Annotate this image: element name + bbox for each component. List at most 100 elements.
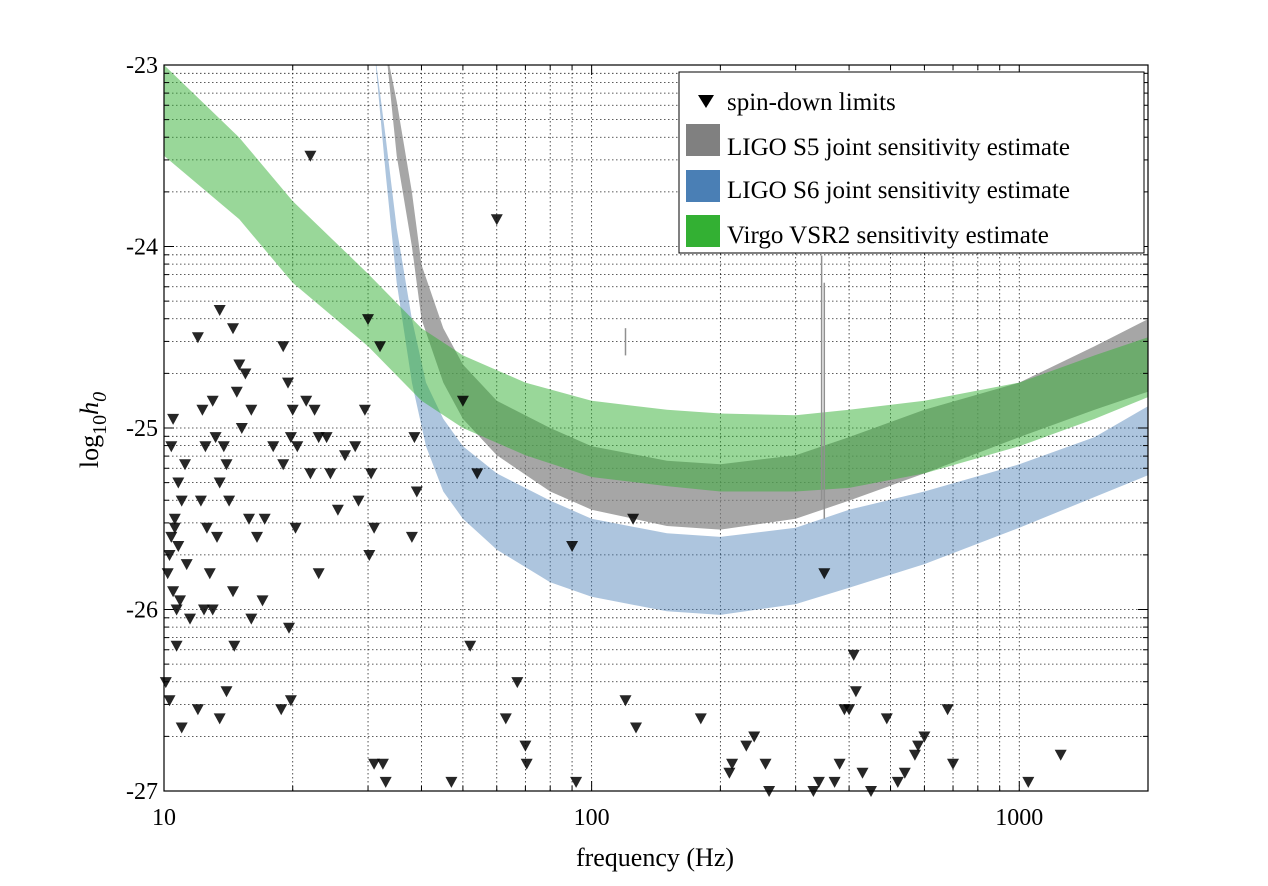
spin-down-point [464, 640, 477, 652]
spin-down-point [499, 713, 512, 725]
spin-down-point [165, 441, 178, 453]
spin-down-point [168, 522, 181, 534]
spin-down-point [740, 740, 753, 752]
spin-down-point [445, 776, 458, 788]
spin-down-point [289, 522, 302, 534]
spin-down-point [251, 531, 263, 543]
spin-down-point [843, 704, 856, 716]
spin-down-point [519, 740, 532, 752]
spin-down-point [275, 704, 288, 716]
y-tick-label: -25 [126, 416, 158, 442]
spin-down-point [175, 495, 188, 507]
spin-down-point [228, 640, 241, 652]
spin-down-point [200, 522, 213, 534]
spin-down-point [619, 695, 632, 707]
legend-item-vsr2: Virgo VSR2 sensitivity estimate [686, 215, 1049, 249]
spin-down-point [748, 731, 761, 743]
spin-down-point [828, 776, 841, 788]
spin-down-point [368, 758, 381, 770]
spin-down-point [243, 513, 255, 525]
y-axis-label-var: h [75, 402, 104, 415]
legend-label-spin-down: spin-down limits [727, 89, 896, 116]
spin-down-point [172, 477, 185, 489]
spin-down-point [898, 767, 911, 779]
spin-down-point [408, 432, 421, 444]
spin-down-point [362, 314, 374, 326]
spin-down-point [630, 722, 642, 734]
sensitivity-spikes [624, 255, 826, 519]
spin-down-point [283, 622, 295, 634]
spin-down-point [277, 341, 290, 353]
spin-down-point [627, 513, 640, 525]
spin-down-point [312, 568, 325, 580]
spin-down-point [209, 432, 222, 444]
spin-down-point [206, 395, 219, 407]
spin-down-point [167, 413, 180, 425]
spin-down-point [245, 404, 258, 416]
spin-down-point [941, 704, 954, 716]
spin-down-point [284, 432, 297, 444]
spin-down-point [199, 441, 212, 453]
y-axis-label-main: log [75, 435, 104, 468]
spin-down-point [168, 513, 181, 525]
x-axis-label: frequency (Hz) [576, 843, 734, 872]
spin-down-point [277, 459, 290, 471]
spin-down-point [163, 695, 176, 707]
spin-down-point [211, 531, 223, 543]
y-axis-label: log10h0 [75, 392, 111, 468]
spin-down-point [833, 758, 846, 770]
spin-down-point [358, 404, 371, 416]
spin-down-point [812, 776, 825, 788]
y-tick-label: -27 [126, 779, 158, 805]
spin-down-point [912, 740, 925, 752]
spin-down-point [165, 531, 178, 543]
y-tick-label: -26 [126, 598, 158, 624]
spin-down-point [194, 495, 207, 507]
spin-down-point [159, 677, 172, 689]
spin-down-point [170, 604, 183, 616]
spin-down-point [1022, 776, 1035, 788]
spin-down-point [256, 595, 269, 607]
axis-ticks: 10 100 1000 -23 -24 -25 -26 -27 [126, 53, 1149, 831]
spin-down-point [368, 522, 381, 534]
legend-label-vsr2: Virgo VSR2 sensitivity estimate [727, 222, 1049, 249]
spin-down-point [456, 395, 469, 407]
spin-down-point [198, 604, 210, 616]
spin-down-point [233, 359, 246, 371]
legend-label-s6: LIGO S6 joint sensitivity estimate [727, 177, 1070, 204]
spin-down-point [566, 541, 579, 552]
spin-down-point [363, 550, 376, 561]
spin-down-point [308, 404, 321, 416]
spin-down-point [227, 586, 239, 598]
spin-down-point [175, 722, 188, 734]
spin-down-point [167, 586, 180, 598]
spin-down-point [908, 749, 921, 761]
spin-down-point [282, 377, 294, 389]
spin-down-point [379, 776, 392, 788]
spin-down-point [213, 305, 226, 316]
spin-down-point [471, 468, 484, 480]
spin-down-point [1054, 749, 1067, 761]
y-axis-label-sub: 10 [89, 415, 111, 435]
spin-down-point [324, 468, 337, 480]
legend: spin-down limits LIGO S5 joint sensitivi… [678, 71, 1145, 254]
spin-down-point [286, 404, 299, 416]
legend-marker-triangle [698, 95, 714, 108]
spin-down-point [349, 441, 362, 453]
legend-box [678, 71, 1145, 254]
x-tick-label: 10 [152, 805, 176, 831]
spin-down-point [365, 468, 378, 480]
legend-item-s5: LIGO S5 joint sensitivity estimate [686, 124, 1070, 161]
spin-down-points [159, 150, 1067, 797]
spin-down-point [947, 758, 959, 770]
spin-down-point [410, 486, 423, 498]
spin-down-point [174, 595, 186, 607]
sensitivity-bands [164, 65, 1148, 615]
spin-down-point [374, 341, 386, 353]
spin-down-point [203, 568, 216, 580]
spin-down-point [267, 441, 280, 453]
spin-down-point [856, 767, 869, 779]
band-2 [164, 65, 1148, 492]
y-axis-label-var-sub: 0 [89, 392, 111, 402]
x-tick-label: 1000 [995, 805, 1043, 831]
